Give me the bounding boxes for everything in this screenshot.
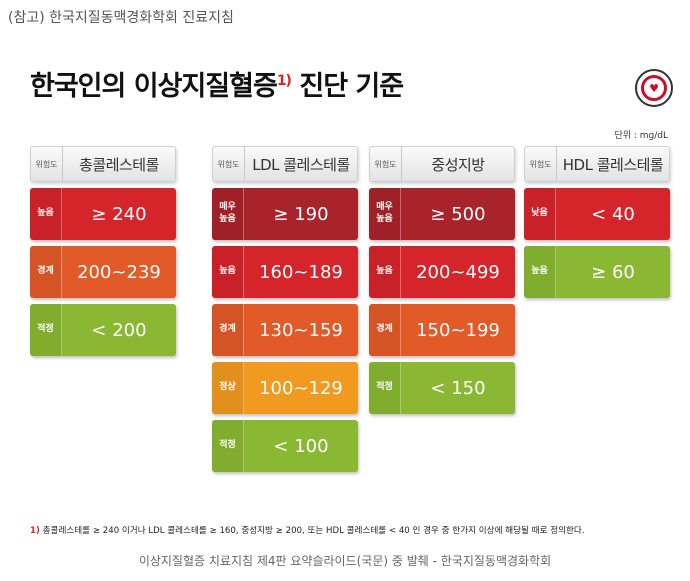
risk-level: 높음 [30,188,62,240]
criteria-cell: 적정 < 150 [369,362,515,414]
risk-level: 낮음 [524,188,556,240]
risk-level: 높음 [524,246,556,298]
footnote-text: 총콜레스테롤 ≥ 240 이거나 LDL 콜레스테롤 ≥ 160, 중성지방 ≥… [39,526,585,536]
column-title: HDL 콜레스테롤 [562,155,664,174]
risk-level: 매우 높음 [369,188,401,240]
threshold-value: ≥ 60 [591,261,635,283]
column-header: 위험도 총콜레스테롤 [30,146,176,182]
column-title: LDL 콜레스테롤 [252,155,350,174]
risk-level: 경계 [30,246,62,298]
threshold-value: 160~189 [259,261,343,283]
risk-level: 적정 [369,362,401,414]
criteria-cell: 매우 높음 ≥ 500 [369,188,515,240]
source-caption: 이상지질혈증 치료지침 제4판 요약슬라이드(국문) 중 발췌 - 한국지질동맥… [138,554,552,568]
threshold-value: < 200 [91,319,147,341]
risk-label: 위험도 [370,147,402,181]
risk-level: 높음 [369,246,401,298]
threshold-value: 200~239 [77,261,161,283]
footnote-mark: 1) [30,526,40,536]
title-footnote-mark: 1) [276,73,292,89]
threshold-value: ≥ 190 [273,203,329,225]
criteria-cell: 매우 높음 ≥ 190 [212,188,358,240]
threshold-value: 130~159 [259,319,343,341]
criteria-cell: 높음 ≥ 240 [30,188,176,240]
risk-label: 위험도 [525,147,557,181]
risk-label: 위험도 [213,147,245,181]
threshold-value: ≥ 240 [91,203,147,225]
criteria-cell: 적정 < 200 [30,304,176,356]
criteria-cell: 경계 150~199 [369,304,515,356]
column-header: 위험도 HDL 콜레스테롤 [524,146,670,182]
risk-level: 적정 [30,304,62,356]
threshold-value: < 100 [273,435,329,457]
korean-society-logo-icon: ♥ [635,69,673,107]
slide-title: 한국인의 이상지질혈증1) 진단 기준 [30,64,404,103]
risk-level: 매우 높음 [212,188,244,240]
column-title: 중성지방 [431,155,485,174]
risk-level: 경계 [212,304,244,356]
threshold-value: ≥ 500 [430,203,486,225]
column-header: 위험도 중성지방 [369,146,515,182]
column-title: 총콜레스테롤 [79,155,159,174]
criteria-cell: 적정 < 100 [212,420,358,472]
title-suffix: 진단 기준 [290,71,404,102]
threshold-value: 200~499 [416,261,500,283]
risk-label: 위험도 [31,147,63,181]
slide: 한국인의 이상지질혈증1) 진단 기준 ♥ 단위 : mg/dL 위험도 총콜레스… [8,36,682,552]
threshold-value: < 40 [591,203,635,225]
criteria-cell: 높음 160~189 [212,246,358,298]
threshold-value: 100~129 [259,377,343,399]
title-text: 한국인의 이상지질혈증 [30,71,278,102]
risk-level: 경계 [369,304,401,356]
criteria-cell: 경계 200~239 [30,246,176,298]
criteria-cell: 높음 ≥ 60 [524,246,670,298]
criteria-cell: 낮음 < 40 [524,188,670,240]
criteria-cell: 높음 200~499 [369,246,515,298]
threshold-value: 150~199 [416,319,500,341]
threshold-value: < 150 [430,377,486,399]
risk-level: 정상 [212,362,244,414]
risk-level: 높음 [212,246,244,298]
criteria-cell: 경계 130~159 [212,304,358,356]
unit-label: 단위 : mg/dL [614,131,668,141]
footnote: 1) 총콜레스테롤 ≥ 240 이거나 LDL 콜레스테롤 ≥ 160, 중성지… [30,524,585,536]
criteria-cell: 정상 100~129 [212,362,358,414]
top-note: (참고) 한국지질동맥경화학회 진료지침 [8,10,234,26]
column-header: 위험도 LDL 콜레스테롤 [212,146,358,182]
risk-level: 적정 [212,420,244,472]
